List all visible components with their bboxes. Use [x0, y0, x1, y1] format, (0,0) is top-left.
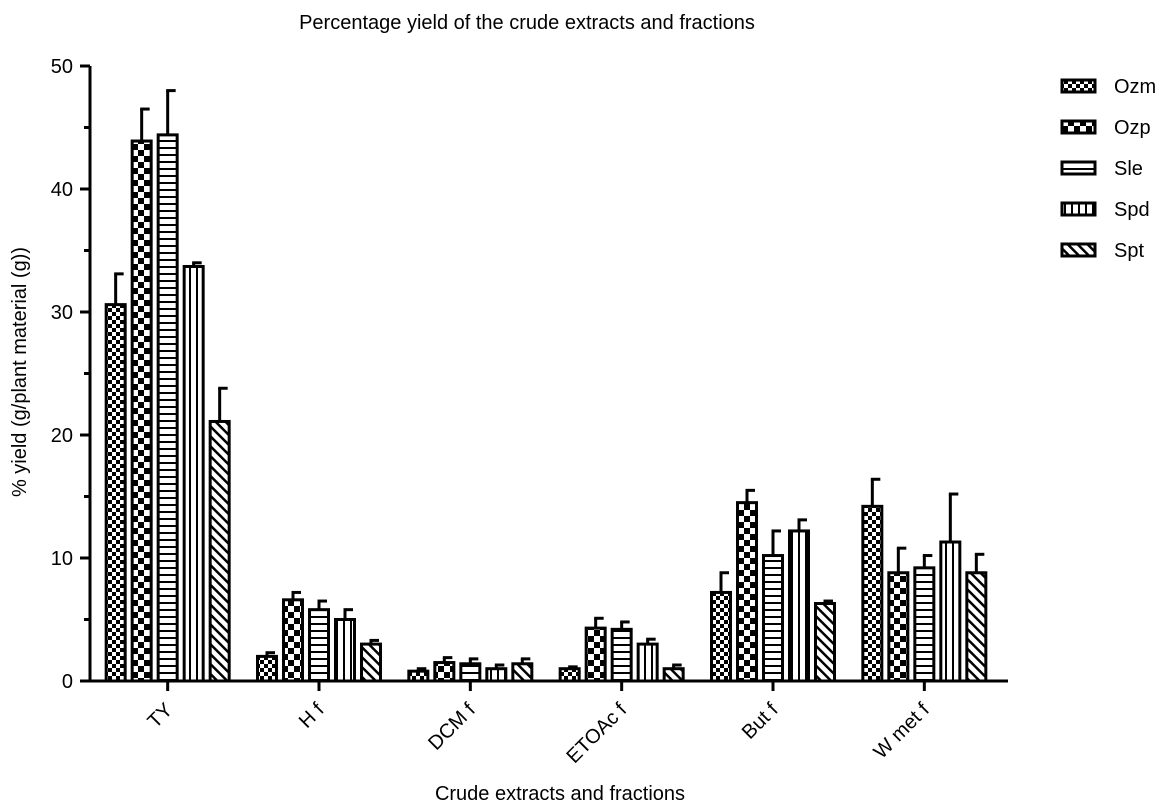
- bar: [360, 642, 382, 683]
- bar: [156, 133, 179, 683]
- bar-ozm-1: [256, 651, 278, 683]
- bar: [308, 608, 330, 683]
- bar: [511, 662, 534, 683]
- legend-swatch: [1060, 78, 1097, 94]
- legend-label: Ozp: [1114, 117, 1151, 139]
- x-tick-label: W met f: [870, 699, 935, 764]
- bar: [282, 598, 304, 683]
- bar-spd-4: [788, 518, 810, 683]
- bar: [887, 571, 910, 683]
- bar-ozp-5: [887, 546, 910, 683]
- legend-label: Ozm: [1114, 76, 1156, 98]
- bar-ozp-1: [282, 590, 304, 683]
- bar: [558, 667, 581, 683]
- bar: [433, 661, 456, 683]
- bar: [861, 504, 884, 683]
- bar-ozm-5: [861, 477, 884, 683]
- chart-title: Percentage yield of the crude extracts a…: [299, 12, 755, 34]
- legend-item-ozp: Ozp: [1060, 117, 1151, 139]
- bar: [814, 602, 836, 683]
- bar: [736, 501, 758, 683]
- y-tick-label: 20: [51, 425, 73, 447]
- x-tick-label: H f: [295, 699, 329, 733]
- legend-item-spt: Spt: [1060, 240, 1144, 262]
- legend-item-spd: Spd: [1060, 199, 1150, 221]
- bar-ozm-2: [407, 667, 430, 683]
- bar: [662, 667, 685, 683]
- bar-spd-5: [939, 492, 962, 683]
- bar-sle-1: [308, 599, 330, 683]
- bar-spt-2: [511, 657, 534, 683]
- y-tick-label: 0: [62, 671, 73, 693]
- legend-swatch: [1060, 160, 1097, 176]
- bar-ozm-0: [104, 272, 127, 683]
- bar: [104, 303, 127, 683]
- bar-spd-1: [334, 608, 356, 683]
- legend-label: Spt: [1114, 240, 1144, 262]
- bar: [939, 540, 962, 683]
- bar-sle-3: [610, 620, 633, 683]
- bar: [710, 590, 732, 683]
- bar-ozp-2: [433, 656, 456, 683]
- bar-spd-0: [182, 261, 205, 683]
- y-tick-label: 50: [51, 56, 73, 78]
- bar: [130, 139, 153, 683]
- bar-ozm-3: [558, 665, 581, 683]
- bar: [256, 654, 278, 683]
- legend-label: Spd: [1114, 199, 1150, 221]
- y-tick-label: 40: [51, 179, 73, 201]
- bar-sle-4: [762, 529, 784, 683]
- bar-ozp-3: [584, 616, 607, 683]
- legend-swatch: [1060, 242, 1097, 258]
- legend-item-sle: Sle: [1060, 158, 1143, 180]
- legend-label: Sle: [1114, 158, 1143, 180]
- bar-spd-2: [485, 663, 508, 683]
- x-tick-label: TY: [144, 699, 178, 733]
- legend-item-ozm: Ozm: [1060, 76, 1156, 98]
- bar-ozp-4: [736, 488, 758, 683]
- bar-spt-5: [965, 552, 988, 683]
- bar-ozm-4: [710, 571, 732, 683]
- bar: [459, 662, 482, 683]
- bar: [334, 618, 356, 683]
- legend-swatch: [1060, 201, 1097, 217]
- bar-spt-3: [662, 663, 685, 683]
- bar: [636, 642, 659, 683]
- bar-sle-2: [459, 657, 482, 683]
- bar: [762, 554, 784, 683]
- x-axis-title: Crude extracts and fractions: [435, 783, 685, 805]
- legend: Ozm Ozp Sle Spd Spt: [1060, 76, 1156, 262]
- bars-layer: [104, 89, 988, 683]
- bar-spd-3: [636, 637, 659, 683]
- bar-spt-1: [360, 638, 382, 683]
- bar-spt-0: [208, 386, 231, 683]
- bar: [584, 626, 607, 683]
- bar: [182, 264, 205, 683]
- bar: [208, 419, 231, 683]
- x-tick-label: ETOAc f: [562, 699, 631, 768]
- bar: [485, 667, 508, 683]
- bar-sle-5: [913, 554, 936, 683]
- bar: [965, 571, 988, 683]
- bar-ozp-0: [130, 107, 153, 683]
- y-tick-label: 30: [51, 302, 73, 324]
- y-tick-label: 10: [51, 548, 73, 570]
- x-tick-label: But f: [738, 699, 783, 744]
- bar: [913, 566, 936, 683]
- legend-swatch: [1060, 119, 1097, 135]
- y-axis-title: % yield (g/plant material (g)): [9, 247, 31, 497]
- bar-sle-0: [156, 89, 179, 683]
- x-tick-label: DCM f: [424, 699, 480, 755]
- bar-spt-4: [814, 599, 836, 683]
- bar: [788, 529, 810, 683]
- bar: [610, 627, 633, 683]
